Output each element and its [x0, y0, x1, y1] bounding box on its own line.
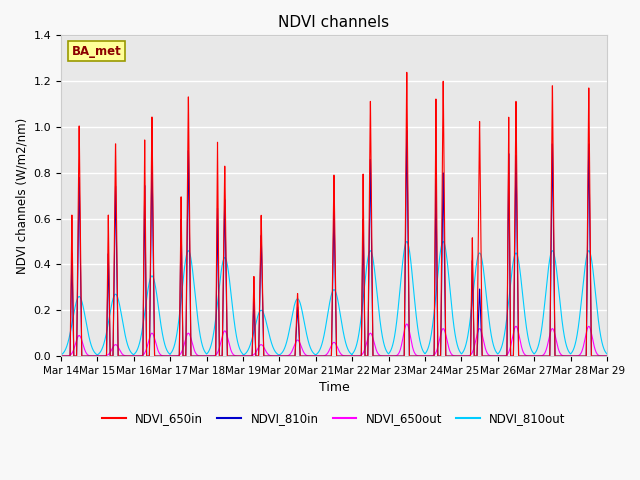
NDVI_810out	[403, 239, 411, 244]
NDVI_650out	[314, 353, 321, 359]
Line: NDVI_650in: NDVI_650in	[61, 72, 607, 356]
NDVI_810out	[156, 309, 163, 315]
NDVI_650in	[602, 353, 610, 359]
NDVI_650in	[603, 353, 611, 359]
NDVI_650in	[456, 353, 464, 359]
NDVI_810out	[57, 352, 65, 358]
NDVI_810out	[456, 350, 464, 356]
NDVI_810out	[314, 350, 321, 356]
NDVI_810out	[488, 333, 495, 339]
NDVI_650in	[403, 70, 411, 75]
X-axis label: Time: Time	[319, 382, 349, 395]
NDVI_650out	[57, 353, 65, 359]
NDVI_650out	[156, 350, 163, 356]
NDVI_650out	[93, 353, 101, 359]
Line: NDVI_810out: NDVI_810out	[61, 241, 607, 355]
NDVI_810in	[403, 128, 411, 133]
NDVI_810in	[456, 353, 464, 359]
Text: BA_met: BA_met	[72, 45, 122, 58]
NDVI_810out	[426, 337, 434, 343]
NDVI_650in	[488, 353, 495, 359]
NDVI_810in	[314, 353, 321, 359]
NDVI_810in	[602, 353, 610, 359]
Title: NDVI channels: NDVI channels	[278, 15, 390, 30]
NDVI_810out	[239, 352, 247, 358]
NDVI_650in	[156, 353, 163, 359]
NDVI_650out	[603, 353, 611, 359]
NDVI_650in	[57, 353, 65, 359]
NDVI_810in	[57, 353, 65, 359]
NDVI_810out	[603, 350, 611, 356]
NDVI_650in	[426, 353, 434, 359]
NDVI_650out	[456, 353, 464, 359]
NDVI_650out	[426, 353, 434, 359]
NDVI_810in	[426, 353, 434, 359]
NDVI_810in	[488, 353, 495, 359]
NDVI_650out	[488, 353, 495, 359]
Legend: NDVI_650in, NDVI_810in, NDVI_650out, NDVI_810out: NDVI_650in, NDVI_810in, NDVI_650out, NDV…	[97, 407, 571, 430]
Y-axis label: NDVI channels (W/m2/nm): NDVI channels (W/m2/nm)	[15, 118, 28, 274]
Line: NDVI_810in: NDVI_810in	[61, 131, 607, 356]
NDVI_810out	[603, 351, 611, 357]
NDVI_650out	[603, 353, 611, 359]
NDVI_650in	[314, 353, 321, 359]
NDVI_650out	[403, 321, 411, 327]
Line: NDVI_650out: NDVI_650out	[61, 324, 607, 356]
NDVI_810in	[156, 353, 163, 359]
NDVI_810in	[603, 353, 611, 359]
